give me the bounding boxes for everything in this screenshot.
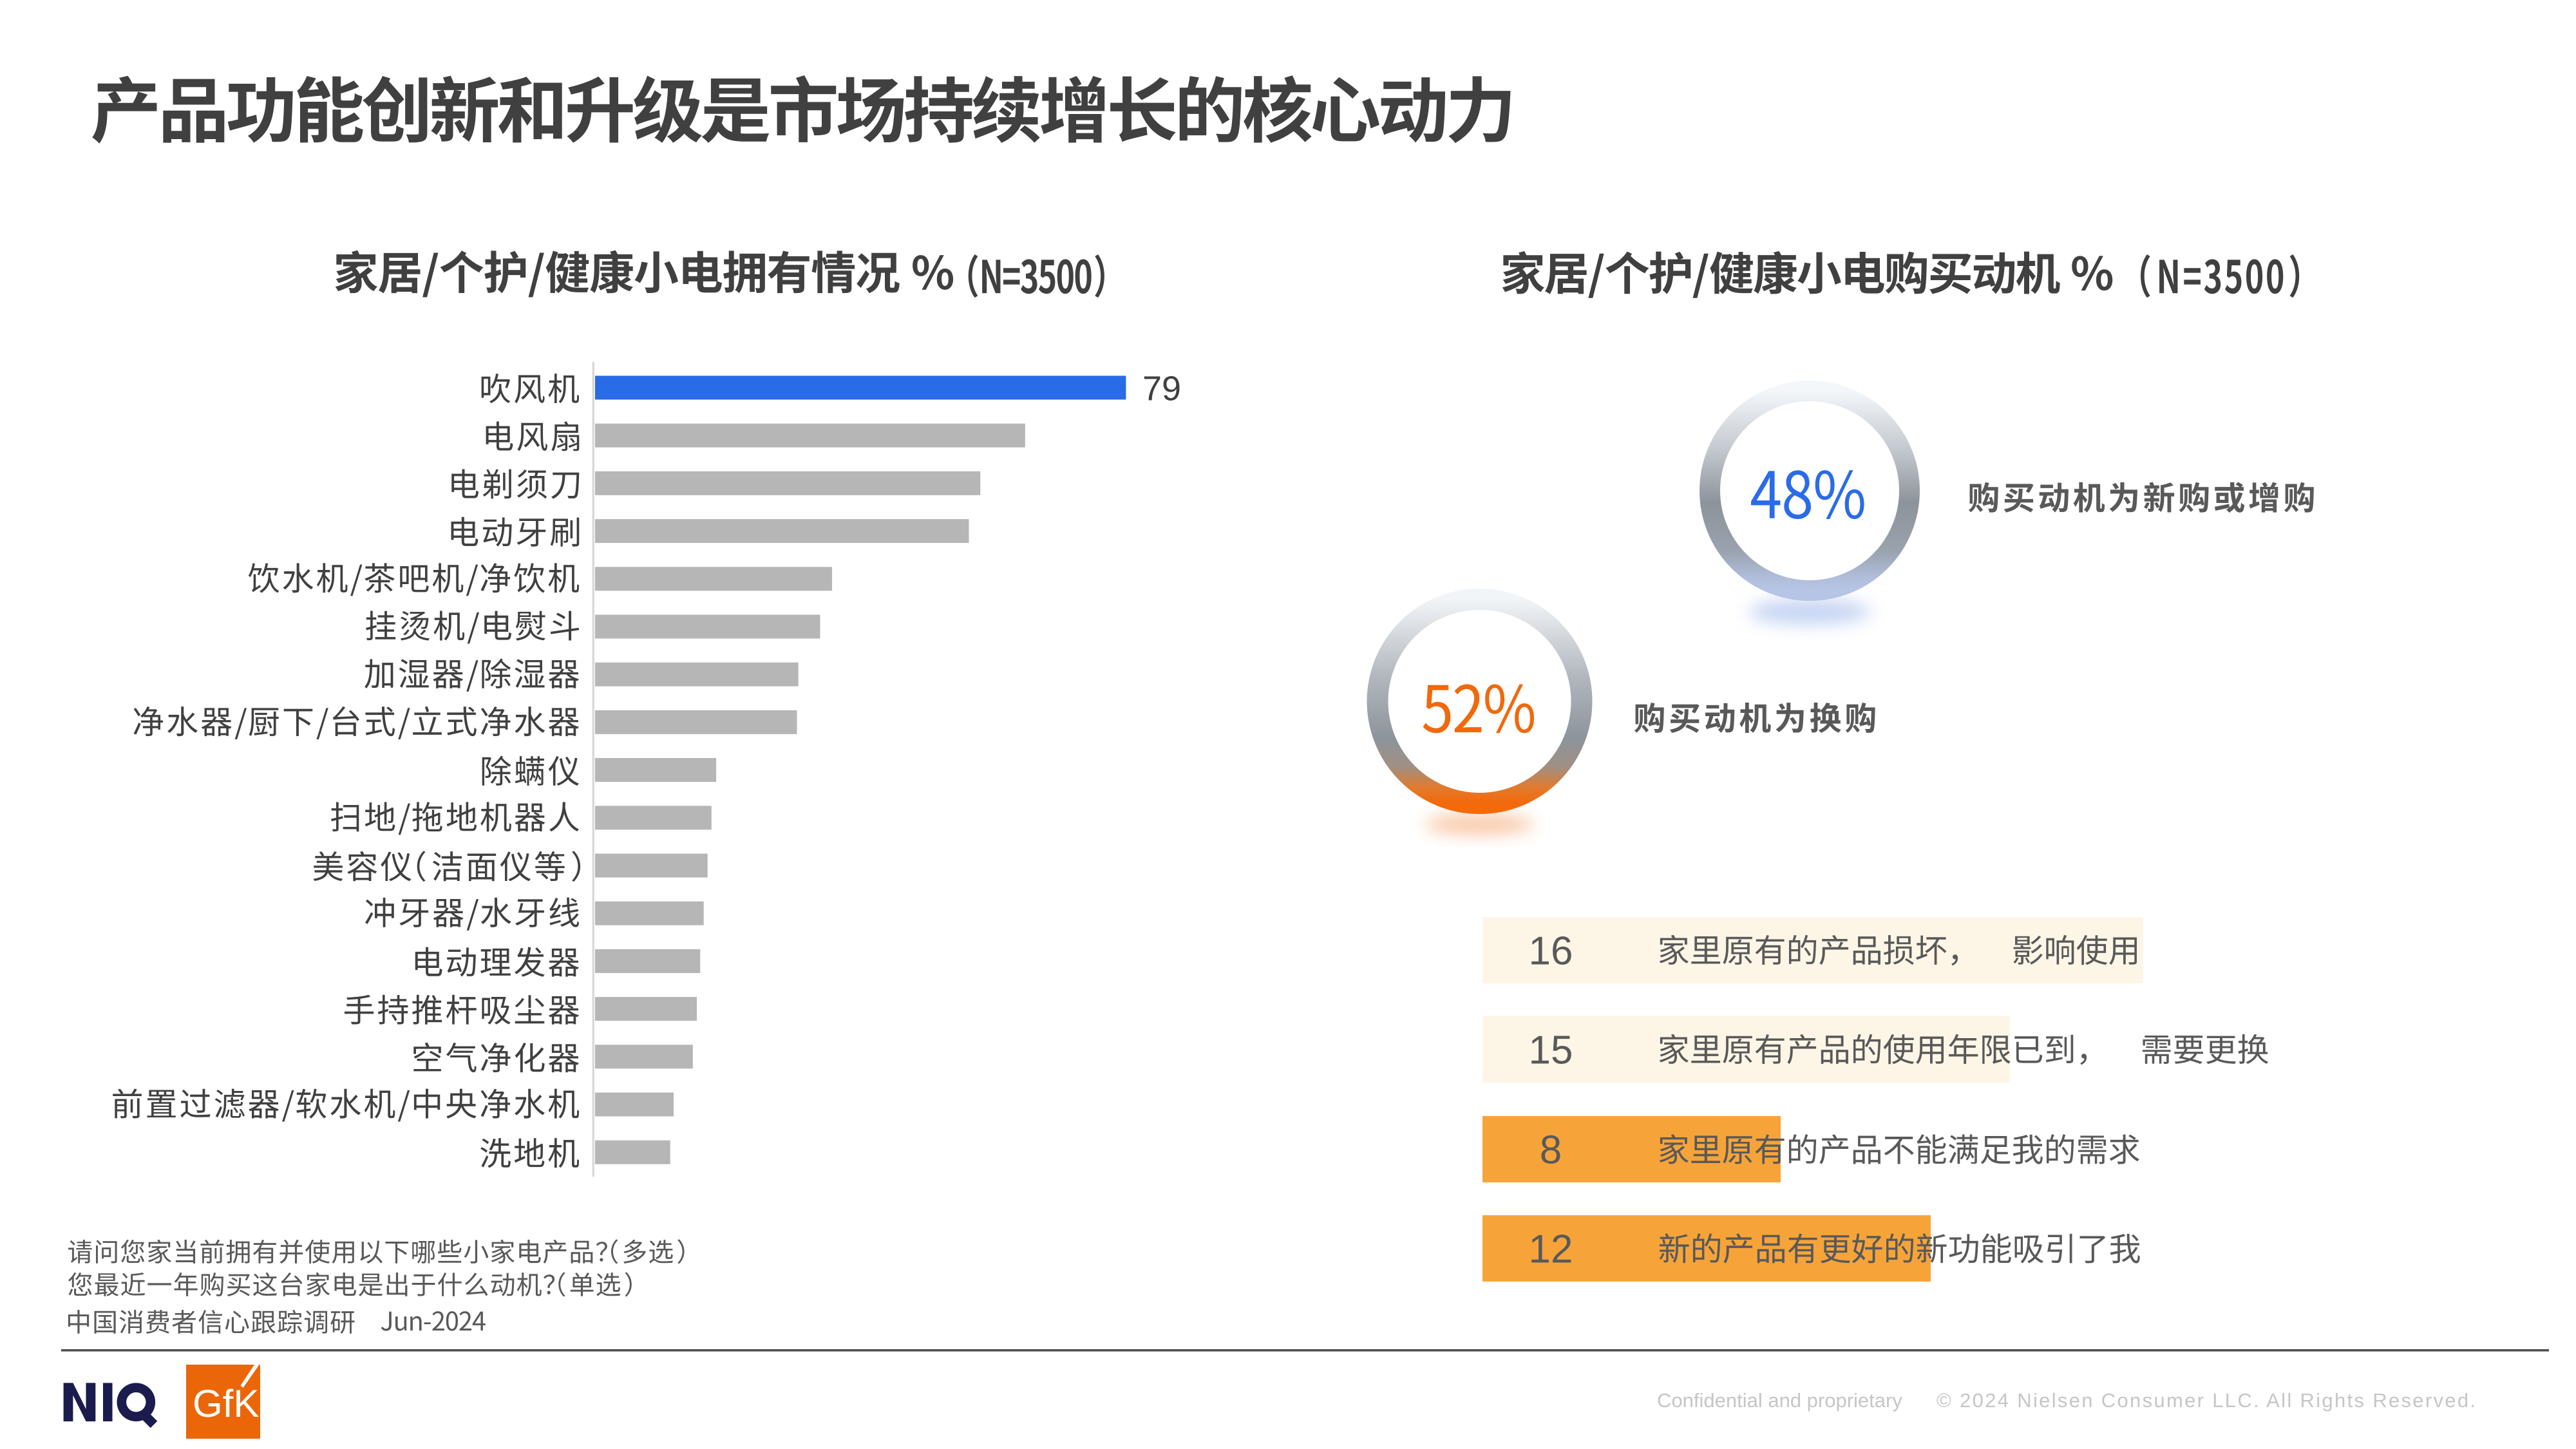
svg-text:16: 16 — [1529, 929, 1573, 974]
svg-text:© 2024 Nielsen Consumer LLC. A: © 2024 Nielsen Consumer LLC. All Rights … — [1937, 1389, 2476, 1412]
svg-text:GfK: GfK — [193, 1382, 259, 1425]
svg-text:Confidential and proprietary: Confidential and proprietary — [1657, 1389, 1902, 1412]
svg-text:12: 12 — [1529, 1227, 1573, 1272]
svg-text:79: 79 — [1142, 369, 1181, 408]
svg-text:8: 8 — [1540, 1128, 1562, 1173]
svg-text:15: 15 — [1529, 1028, 1573, 1073]
